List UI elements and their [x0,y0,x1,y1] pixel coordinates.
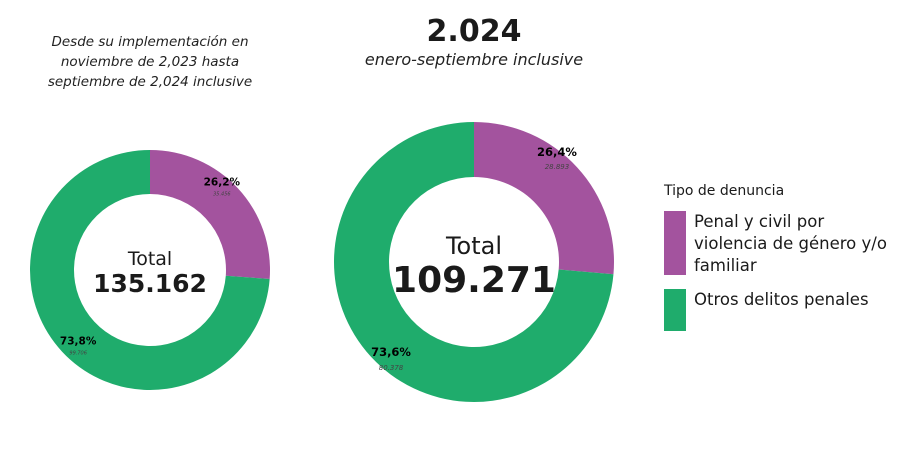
slice-other-left [29,150,270,390]
right-chart-subtitle: enero-septiembre inclusive [364,50,584,69]
slice-value-label: 80.378 [379,364,404,372]
slice-percent-label: 26,4% [537,145,577,159]
total-label: Total [127,248,173,270]
legend-item-violence: Penal y civil por violencia de género y/… [664,211,894,277]
slice-value-label: 99.706 [69,351,87,357]
total-value: 135.162 [93,269,207,298]
left-chart-subtitle: Desde su implementación en noviembre de … [47,34,253,90]
legend: Tipo de denuncia Penal y civil por viole… [664,183,894,343]
legend-label: Otros delitos penales [694,290,869,309]
legend-swatch [664,289,686,331]
slice-percent-label: 26,2% [204,176,241,188]
slice-other-right [333,121,614,402]
slice-violence-right [474,122,614,275]
left-chart-total: Total 135.162 [90,248,210,298]
total-label: Total [445,232,503,260]
total-value: 109.271 [392,260,556,301]
right-chart-title: 2.024 [426,14,522,49]
slice-percent-label: 73,6% [371,345,411,359]
legend-item-other: Otros delitos penales [664,289,894,331]
slice-value-label: 28.893 [545,163,570,171]
slice-violence-left [150,150,270,280]
slice-percent-label: 73,8% [60,336,97,348]
legend-title: Tipo de denuncia [664,183,785,199]
legend-swatch [664,211,686,275]
legend-label: Penal y civil por violencia de género y/… [694,212,887,275]
right-chart-total: Total 109.271 [384,232,564,302]
slice-value-label: 35.456 [213,191,231,197]
